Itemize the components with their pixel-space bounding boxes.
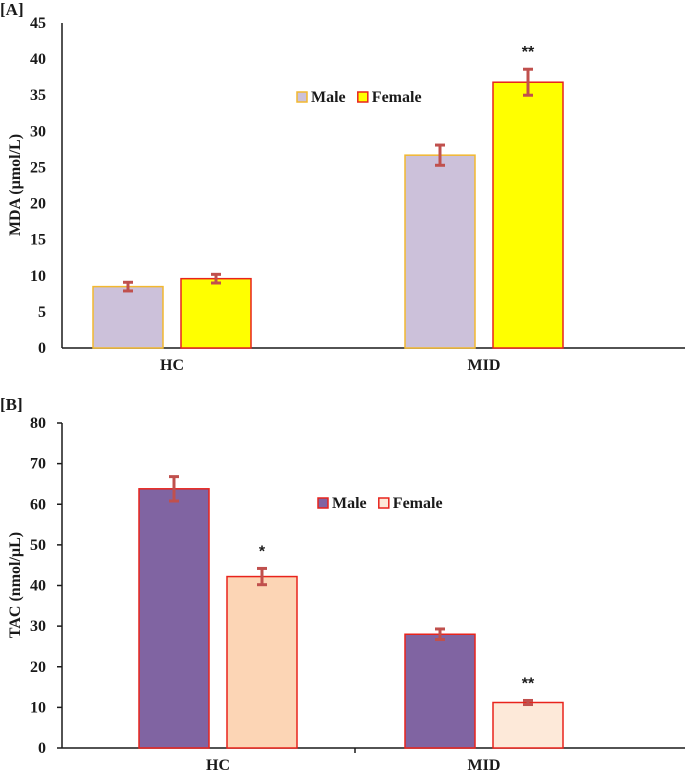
- panel-b-y-tick-label: 80: [30, 415, 46, 432]
- panel-a-legend-swatch-female: [357, 91, 369, 103]
- panel-b-bar-male-hc: [138, 488, 210, 749]
- panel-b-legend-label-male: Male: [332, 495, 367, 512]
- panel-a-bar-female-hc: [180, 277, 252, 349]
- panel-a-bar-female-mid: [492, 81, 564, 349]
- panel-b-bar-female-mid: [492, 701, 564, 749]
- panel-a-y-tick-label: 45: [30, 15, 46, 32]
- panel-b-y-tick-label: 60: [30, 496, 46, 513]
- panel-b-bar-male-mid: [404, 633, 476, 749]
- panel-a-label: [A]: [0, 0, 24, 19]
- panel-a-bar-male-mid: [404, 154, 476, 349]
- panel-a-y-tick-label: 25: [30, 159, 46, 176]
- panel-a-x-tick-label: HC: [160, 357, 184, 374]
- panel-b-y-tick-label: 30: [30, 618, 46, 635]
- panel-b-y-tick-label: 20: [30, 659, 46, 676]
- panel-b-y-tick-label: 70: [30, 456, 46, 473]
- panel-a-legend-label-male: Male: [311, 89, 346, 106]
- panel-b-y-tick-label: 40: [30, 578, 46, 595]
- panel-b-y-axis-label: TAC (nmol/µL): [7, 532, 24, 638]
- panel-a-y-axis-label: MDA (µmol/L): [7, 134, 24, 236]
- panel-a-y-tick-label: 20: [30, 196, 46, 213]
- panel-b-x-tick-label: HC: [206, 757, 230, 774]
- panel-a-y-tick-label: 30: [30, 123, 46, 140]
- panel-a-bar-male-hc: [92, 285, 164, 349]
- panel-b-bar-female-hc: [226, 575, 298, 749]
- panel-b-x-tick-label: MID: [468, 757, 501, 774]
- panel-b-legend-label-female: Female: [393, 495, 443, 512]
- panel-a-legend-swatch-male: [296, 91, 308, 103]
- panel-a-y-tick-label: 40: [30, 51, 46, 68]
- panel-a-y-tick-label: 15: [30, 232, 46, 249]
- panel-a-y-tick-label: 10: [30, 268, 46, 285]
- panel-a-legend-label-female: Female: [372, 89, 422, 106]
- panel-b-y-tick-label: 0: [38, 740, 46, 757]
- panel-b-legend-swatch-female: [378, 497, 390, 509]
- panel-b-y-tick-label: 10: [30, 699, 46, 716]
- panel-b-y-tick-label: 50: [30, 537, 46, 554]
- panel-b-label: [B]: [0, 395, 23, 414]
- panel-a-significance-label: **: [522, 44, 535, 61]
- panel-a-plot: 0 5 10 15 20 25 30 35 40 45 HC MID ** Male Female: [30, 15, 685, 374]
- panel-a-y-tick-label: 0: [38, 340, 46, 357]
- panel-a-y-tick-label: 5: [38, 304, 46, 321]
- panel-a-y-tick-label: 35: [30, 87, 46, 104]
- panel-b-significance-label: *: [259, 543, 266, 560]
- panel-a-x-tick-label: MID: [468, 357, 501, 374]
- panel-b-significance-label: **: [522, 675, 535, 692]
- panel-b-legend-swatch-male: [317, 497, 329, 509]
